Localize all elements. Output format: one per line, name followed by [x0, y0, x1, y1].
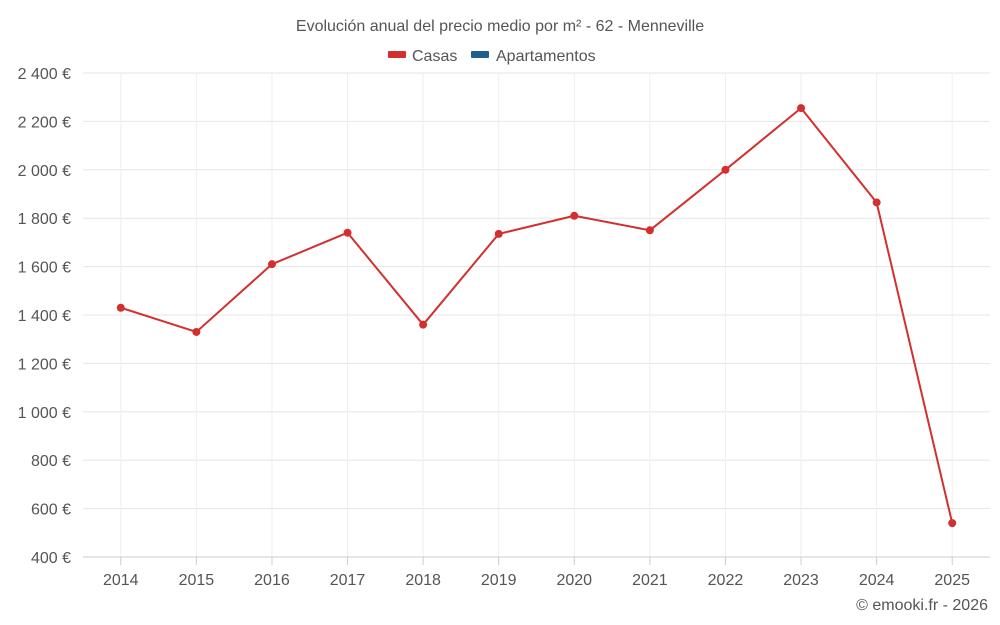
legend-item-apartamentos[interactable]: Apartamentos [471, 48, 596, 65]
y-tick-label: 600 € [31, 502, 71, 519]
legend-item-casas[interactable]: Casas [388, 48, 457, 65]
series [116, 104, 957, 528]
legend-swatch-casas [388, 51, 406, 58]
legend-swatch-apartamentos [471, 51, 489, 58]
data-point-casas [721, 165, 730, 174]
legend: Casas Apartamentos [388, 48, 596, 65]
x-tick-label: 2014 [103, 572, 139, 589]
data-point-casas [872, 198, 881, 207]
y-tick-label: 1 600 € [18, 260, 71, 277]
series-line-casas [120, 107, 954, 524]
y-tick-label: 1 200 € [18, 356, 71, 373]
y-tick-label: 2 200 € [18, 114, 71, 131]
axes: 400 € 600 € 800 € 1 000 € 1 200 € 1 400 € 1 60… [18, 66, 990, 589]
y-tick-label: 800 € [31, 453, 71, 470]
data-point-casas [797, 104, 806, 113]
x-tick-label: 2023 [783, 572, 819, 589]
y-tick-label: 1 000 € [18, 405, 71, 422]
x-tick-label: 2021 [632, 572, 668, 589]
data-point-casas [419, 320, 428, 329]
y-tick-label: 2 000 € [18, 163, 71, 180]
data-point-casas [192, 327, 201, 336]
grid [83, 72, 990, 558]
x-tick-label: 2015 [179, 572, 215, 589]
x-tick-label: 2025 [934, 572, 970, 589]
x-tick-label: 2020 [556, 572, 592, 589]
data-point-casas [343, 228, 352, 237]
data-point-casas [948, 519, 957, 528]
x-tick-label: 2016 [254, 572, 290, 589]
legend-label-casas: Casas [412, 48, 457, 65]
x-tick-label: 2019 [481, 572, 517, 589]
data-point-casas [645, 226, 654, 235]
credit-text: © emooki.fr - 2026 [856, 597, 988, 614]
data-point-casas [116, 303, 125, 312]
x-tick-label: 2024 [859, 572, 895, 589]
data-point-casas [570, 211, 579, 220]
y-tick-label: 1 800 € [18, 211, 71, 228]
x-tick-label: 2018 [405, 572, 441, 589]
y-tick-label: 400 € [31, 550, 71, 567]
y-tick-label: 2 400 € [18, 66, 71, 83]
data-point-casas [494, 229, 503, 238]
chart-title: Evolución anual del precio medio por m² … [296, 18, 704, 35]
y-tick-label: 1 400 € [18, 308, 71, 325]
data-point-casas [267, 260, 276, 269]
legend-label-apartamentos: Apartamentos [496, 48, 596, 65]
x-tick-label: 2022 [708, 572, 744, 589]
x-tick-label: 2017 [330, 572, 366, 589]
